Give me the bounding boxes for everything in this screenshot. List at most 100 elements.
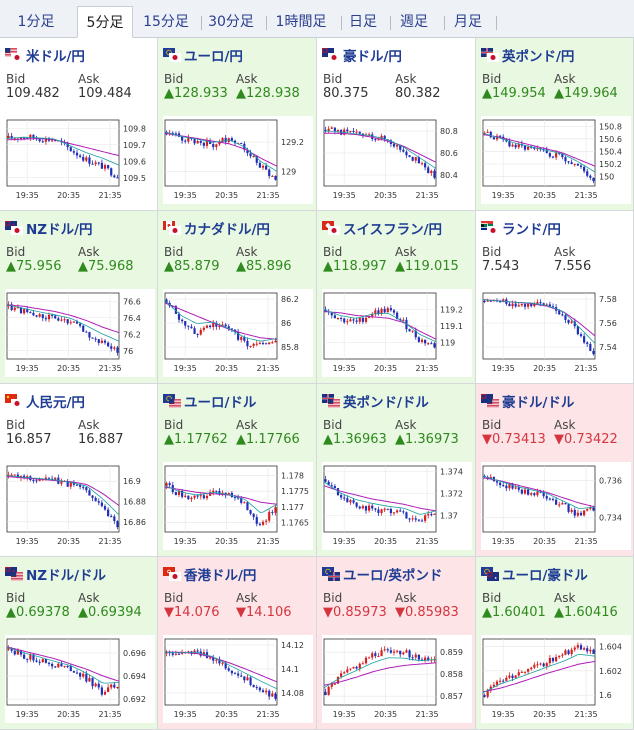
x-tick-label: 20:35 [57, 191, 80, 200]
tab-5[interactable]: 日足 [349, 14, 377, 30]
pair-link[interactable]: ユーロ/豪ドル [481, 565, 588, 584]
pair-name[interactable]: ユーロ/円 [184, 49, 243, 65]
pair-link[interactable]: 英ポンド/ドル [322, 392, 429, 411]
pair-link[interactable]: 人民元/円 [5, 392, 85, 411]
candlestick-chart[interactable]: 19:35 20:35 21:35 1.178 1.1775 1.177 1.1765 [163, 462, 313, 550]
candle-body [561, 153, 564, 158]
pair-name[interactable]: カナダドル/円 [184, 222, 270, 238]
pair-name[interactable]: 豪ドル/ドル [502, 395, 575, 411]
x-tick-label: 20:35 [215, 191, 238, 200]
candlestick-chart[interactable]: 19:35 20:35 21:35 14.12 14.1 14.08 [163, 635, 313, 723]
candlestick-chart[interactable]: 19:35 20:35 21:35 0.696 0.694 0.692 [5, 635, 155, 723]
moving-average-line [6, 137, 120, 157]
currency-pair-card[interactable]: 英ポンド/ドル Bid Ask ▲1.36963 ▲1.36973 19:35 20:35 2… [317, 384, 476, 557]
pair-name[interactable]: 人民元/円 [26, 395, 85, 411]
pair-link[interactable]: カナダドル/円 [163, 219, 270, 238]
pair-link[interactable]: 豪ドル/円 [322, 46, 402, 65]
currency-pair-card[interactable]: 米ドル/円 Bid Ask 109.482 109.484 19:35 20:35 21:35… [0, 38, 158, 211]
pair-link[interactable]: ランド/円 [481, 219, 561, 238]
candlestick-chart[interactable]: 19:35 20:35 21:35 76.6 76.4 76.2 76 [5, 289, 155, 377]
pair-name[interactable]: 英ポンド/円 [502, 49, 575, 65]
pair-link[interactable]: 豪ドル/ドル [481, 392, 575, 411]
candle-body [536, 302, 539, 305]
candlestick-chart[interactable]: 19:35 20:35 21:35 1.604 1.602 1.6 [481, 635, 631, 723]
pair-name[interactable]: 香港ドル/円 [184, 568, 257, 584]
pair-name[interactable]: ユーロ/豪ドル [502, 568, 588, 584]
tab-6[interactable]: 週足 [400, 14, 428, 30]
x-tick-label: 19:35 [16, 364, 39, 373]
tab-7[interactable]: 月足 [454, 14, 482, 30]
candle-body [79, 323, 82, 326]
pair-name[interactable]: スイスフラン/円 [343, 222, 443, 238]
candlestick-chart[interactable]: 19:35 20:35 21:35 86.2 86 85.8 [163, 289, 313, 377]
pair-link[interactable]: NZドル/円 [5, 219, 93, 238]
pair-name[interactable]: ランド/円 [502, 222, 561, 238]
currency-pair-card[interactable]: 豪ドル/円 Bid Ask 80.375 80.382 19:35 20:35 21:35 80… [317, 38, 476, 211]
candle-body [91, 337, 94, 339]
pair-name[interactable]: NZドル/ドル [26, 568, 107, 584]
currency-pair-card[interactable]: カナダドル/円 Bid Ask ▲85.879 ▲85.896 19:35 20:35 21:… [158, 211, 317, 384]
candle-body [258, 162, 261, 168]
candlestick-chart[interactable]: 19:35 20:35 21:35 16.9 16.88 16.86 [5, 462, 155, 550]
candle-body [218, 142, 221, 145]
pair-link[interactable]: NZドル/ドル [5, 565, 107, 584]
pair-link[interactable]: ユーロ/円 [163, 46, 243, 65]
ask-label: Ask [395, 418, 417, 432]
candle-body [261, 165, 265, 168]
pair-link[interactable]: 香港ドル/円 [163, 565, 257, 584]
currency-pair-card[interactable]: ユーロ/英ポンド Bid Ask ▼0.85973 ▼0.85983 19:35 20:35… [317, 557, 476, 730]
candle-body [399, 510, 402, 512]
candle-body [10, 135, 13, 139]
pair-name[interactable]: 米ドル/円 [26, 49, 85, 65]
candlestick-chart[interactable]: 19:35 20:35 21:35 0.736 0.734 [481, 462, 631, 550]
candlestick-chart[interactable]: 19:35 20:35 21:35 7.58 7.56 7.54 [481, 289, 631, 377]
currency-pair-card[interactable]: NZドル/ドル Bid Ask ▲0.69378 ▲0.69394 19:35 20:35 2… [0, 557, 158, 730]
currency-pair-card[interactable]: 英ポンド/円 Bid Ask ▲149.954 ▲149.964 19:35 20:35 21… [476, 38, 634, 211]
candle-body [215, 659, 218, 661]
candlestick-chart[interactable]: 19:35 20:35 21:35 0.859 0.858 0.857 [322, 635, 472, 723]
candle-body [430, 343, 433, 345]
currency-pair-card[interactable]: 豪ドル/ドル Bid Ask ▼0.73413 ▼0.73422 19:35 20:35 21… [476, 384, 634, 557]
currency-pair-card[interactable]: ユーロ/ドル Bid Ask ▲1.17762 ▲1.17766 19:35 20:35 21… [158, 384, 317, 557]
pair-flags-icon [322, 221, 341, 235]
tab-4[interactable]: 1時間足 [275, 14, 327, 30]
candlestick-chart[interactable]: 19:35 20:35 21:35 150.8 150.6 150.4 150.2 150 [481, 116, 631, 204]
candle-body [414, 654, 417, 658]
candle-body [265, 343, 268, 345]
candlestick-chart[interactable]: 19:35 20:35 21:35 1.374 1.372 1.37 [322, 462, 472, 550]
tab-2[interactable]: 15分足 [143, 14, 189, 30]
pair-name[interactable]: 豪ドル/円 [343, 49, 402, 65]
currency-pair-card[interactable]: 香港ドル/円 Bid Ask ▼14.076 ▼14.106 19:35 20:35 21:3… [158, 557, 317, 730]
candlestick-chart[interactable]: 19:35 20:35 21:35 129.2 129 [163, 116, 313, 204]
pair-name[interactable]: ユーロ/ドル [184, 395, 257, 411]
candle-body [573, 321, 576, 327]
pair-name[interactable]: NZドル/円 [26, 222, 93, 238]
pair-link[interactable]: 米ドル/円 [5, 46, 85, 65]
tab-0[interactable]: 1分足 [17, 14, 55, 30]
candlestick-chart[interactable]: 19:35 20:35 21:35 80.8 80.6 80.4 [322, 116, 472, 204]
candle-body [224, 137, 227, 142]
pair-link[interactable]: ユーロ/英ポンド [322, 565, 443, 584]
x-tick-label: 19:35 [16, 537, 39, 546]
x-tick-label: 21:35 [575, 537, 598, 546]
tab-3[interactable]: 30分足 [208, 14, 254, 30]
currency-pair-card[interactable]: ユーロ/円 Bid Ask ▲128.933 ▲128.938 19:35 20:35 21:… [158, 38, 317, 211]
pair-link[interactable]: ユーロ/ドル [163, 392, 257, 411]
pair-name[interactable]: ユーロ/英ポンド [343, 568, 443, 584]
gb-flag-icon [481, 48, 493, 57]
candle-body [16, 649, 19, 655]
pair-link[interactable]: 英ポンド/円 [481, 46, 575, 65]
tab-1[interactable]: 5分足 [77, 6, 133, 38]
candle-body [402, 652, 405, 655]
currency-pair-card[interactable]: スイスフラン/円 Bid Ask ▲118.997 ▲119.015 19:35 20:35… [317, 211, 476, 384]
pair-name[interactable]: 英ポンド/ドル [343, 395, 429, 411]
candlestick-chart[interactable]: 19:35 20:35 21:35 119.2 119.1 119 [322, 289, 472, 377]
pair-link[interactable]: スイスフラン/円 [322, 219, 443, 238]
candlestick-chart[interactable]: 19:35 20:35 21:35 109.8 109.7 109.6 109.5 [5, 116, 155, 204]
currency-pair-card[interactable]: NZドル/円 Bid Ask ▲75.956 ▲75.968 19:35 20:35 21:3… [0, 211, 158, 384]
candle-body [184, 140, 187, 142]
candle-body [26, 658, 29, 660]
currency-pair-card[interactable]: ランド/円 Bid Ask 7.543 7.556 19:35 20:35 21:35 7.58… [476, 211, 634, 384]
currency-pair-card[interactable]: 人民元/円 Bid Ask 16.857 16.887 19:35 20:35 21:35 16… [0, 384, 158, 557]
currency-pair-card[interactable]: ユーロ/豪ドル Bid Ask ▲1.60401 ▲1.60416 19:35 20:35 2… [476, 557, 634, 730]
